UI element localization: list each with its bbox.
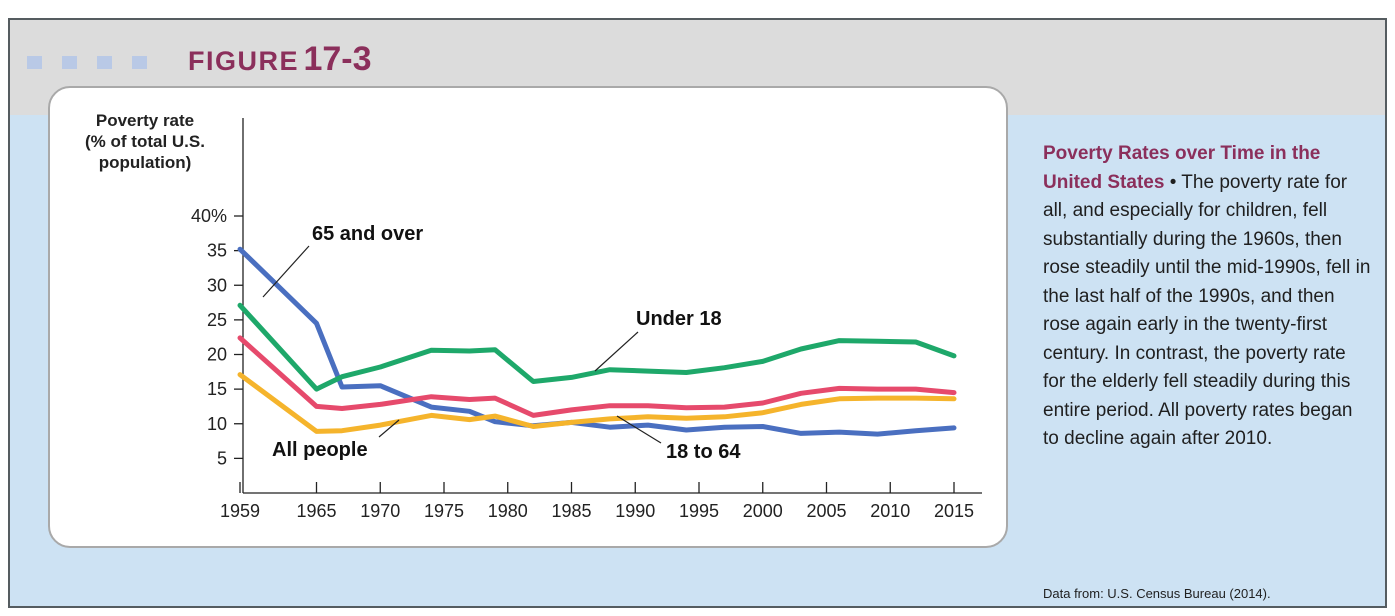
y-axis-title-line: population) (99, 153, 192, 172)
series-leader-under-18 (594, 331, 639, 372)
y-tick-label: 15 (207, 379, 227, 399)
y-tick-label: 10 (207, 414, 227, 434)
header-square-icon (97, 56, 112, 69)
caption-title: Poverty Rates over Time in the United St… (1043, 143, 1321, 193)
series-leader-all-people (378, 419, 400, 438)
x-tick-label: 1959 (220, 501, 260, 521)
x-tick-label: 1970 (360, 501, 400, 521)
y-axis-title-line: Poverty rate (96, 111, 194, 130)
x-tick-label: 1985 (551, 501, 591, 521)
caption-body: The poverty rate for all, and especially… (1043, 171, 1371, 450)
x-tick-label: 2010 (870, 501, 910, 521)
y-tick-label: 40% (191, 206, 227, 226)
series-leader-65-and-over (262, 245, 310, 298)
x-tick-label: 1965 (296, 501, 336, 521)
y-tick-label: 20 (207, 345, 227, 365)
header-square-icon (132, 56, 147, 69)
series-label-under-18: Under 18 (636, 308, 722, 330)
series-line-under-18 (237, 302, 957, 392)
header-square-icon (27, 56, 42, 69)
x-tick-label: 2015 (934, 501, 974, 521)
chart-panel: 5 10 15 20 25 30 35 40% 1959 1965 1970 1975 1980 1985… (48, 86, 1008, 548)
series-label-65-and-over: 65 and over (312, 223, 423, 245)
y-axis-title-line: (% of total U.S. (85, 132, 205, 151)
x-tick-label: 1980 (488, 501, 528, 521)
series-label-all-people: All people (272, 439, 368, 461)
y-tick-label: 35 (207, 241, 227, 261)
figure-label-number: 17-3 (303, 40, 372, 78)
x-tick-label: 1975 (424, 501, 464, 521)
poverty-rate-chart: 5 10 15 20 25 30 35 40% 1959 1965 1970 1975 1980 1985… (85, 111, 982, 521)
header-square-icon (62, 56, 77, 69)
series-line-all-people (237, 335, 957, 418)
y-tick-label: 5 (217, 448, 227, 468)
series-label-18-to-64: 18 to 64 (666, 441, 741, 463)
caption-source: Data from: U.S. Census Bureau (2014). (1043, 586, 1271, 601)
y-tick-label: 30 (207, 275, 227, 295)
y-tick-label: 25 (207, 310, 227, 330)
figure-frame: FIGURE 17-3 5 10 15 20 25 30 35 40% 1959 1965 1970… (8, 18, 1387, 608)
x-tick-label: 1995 (679, 501, 719, 521)
caption: Poverty Rates over Time in the United St… (1043, 140, 1373, 454)
figure-label: FIGURE 17-3 (188, 42, 372, 76)
caption-separator: • (1164, 171, 1182, 193)
x-tick-label: 1990 (615, 501, 655, 521)
series-leader-18-to-64 (616, 415, 662, 444)
series-line-65-and-over (237, 246, 957, 437)
figure-label-word: FIGURE (188, 46, 300, 76)
x-tick-label: 2005 (806, 501, 846, 521)
x-tick-label: 2000 (743, 501, 783, 521)
series-line-18-to-64 (237, 372, 957, 434)
